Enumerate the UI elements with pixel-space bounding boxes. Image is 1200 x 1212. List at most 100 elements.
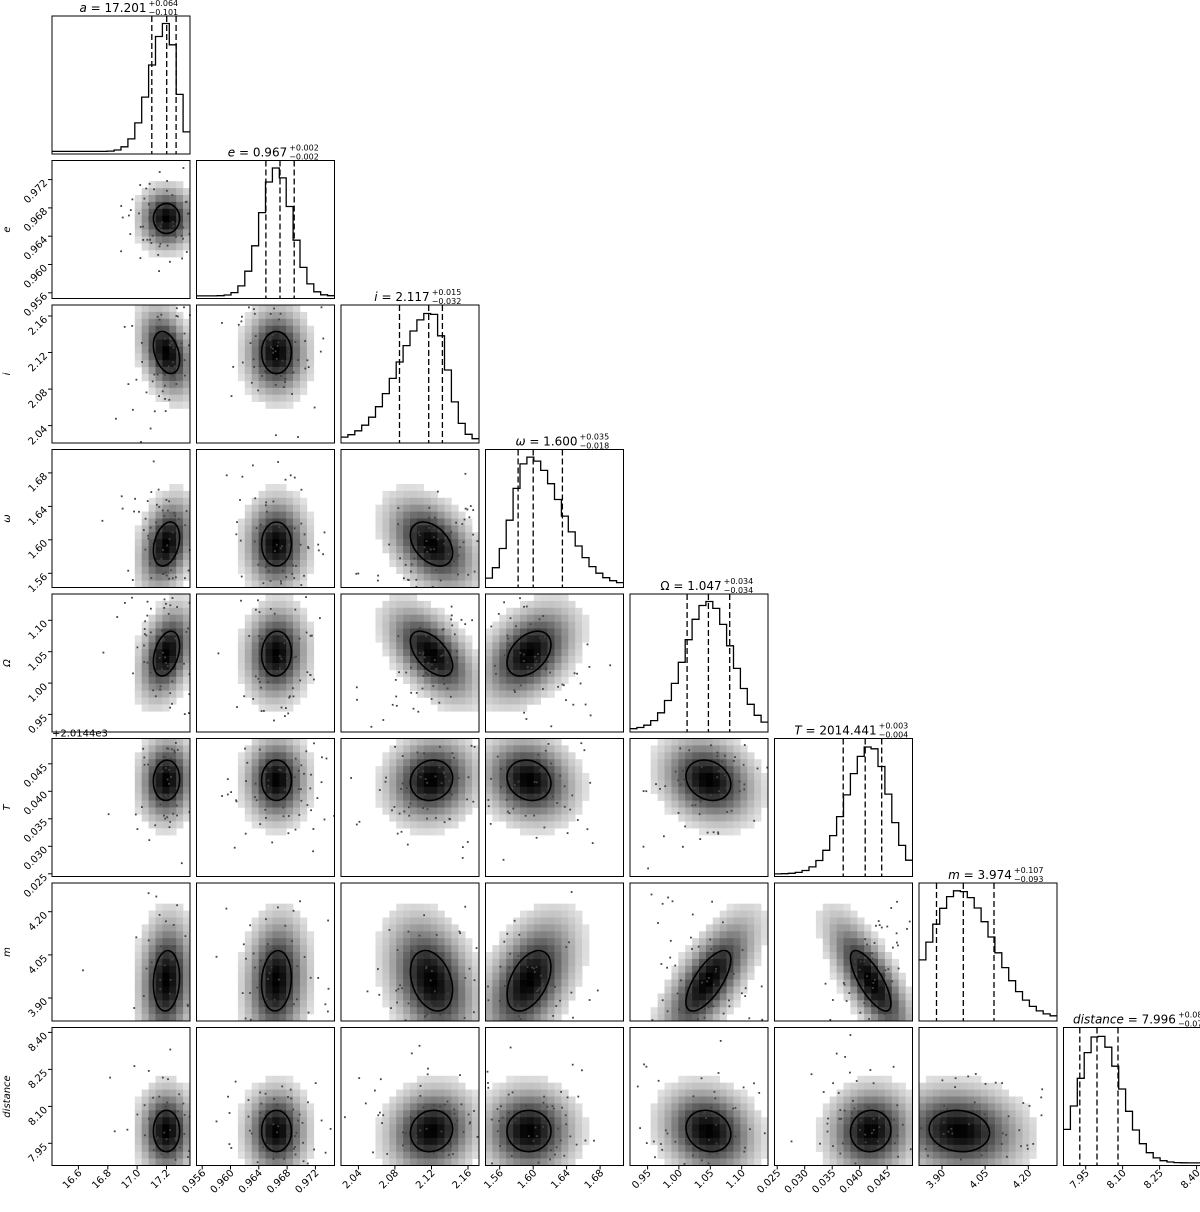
density-cell (148, 243, 156, 251)
density-cell (485, 1131, 493, 1139)
density-cell (155, 1117, 163, 1125)
density-cell (451, 559, 459, 568)
density-cell (458, 553, 466, 561)
density-cell (747, 952, 755, 960)
density-cell (155, 504, 163, 512)
density-cell (416, 793, 425, 801)
density-cell (258, 931, 266, 939)
scatter-point (151, 234, 154, 237)
scatter-point (145, 187, 148, 190)
scatter-point (176, 552, 179, 555)
density-cell (561, 779, 569, 788)
density-cell (712, 924, 720, 932)
density-cell (506, 793, 514, 801)
density-cell (265, 745, 273, 753)
density-cell (183, 215, 191, 223)
density-cell (499, 945, 507, 953)
density-cell (183, 511, 191, 519)
scatter-point (228, 1112, 231, 1114)
scatter-point (247, 1115, 250, 1118)
density-cell (141, 656, 149, 664)
density-cell (547, 621, 555, 629)
density-cell (300, 938, 308, 946)
density-cell (416, 490, 425, 499)
density-cell (554, 1007, 562, 1015)
density-cell (375, 1137, 383, 1146)
panel-a-vs-i (51, 304, 191, 444)
density-cell (176, 793, 184, 801)
density-cell (141, 1117, 149, 1125)
density-cell (279, 704, 287, 712)
scatter-point (184, 374, 186, 377)
scatter-point (187, 627, 189, 630)
density-cell (141, 353, 149, 361)
scatter-point (453, 756, 455, 759)
density-cell (141, 374, 149, 382)
density-cell (664, 800, 672, 808)
density-cell (237, 952, 246, 960)
density-cell (685, 958, 693, 967)
density-cell (300, 374, 308, 382)
density-cell (155, 993, 163, 1001)
density-cell (561, 972, 569, 980)
density-cell (499, 649, 507, 657)
density-cell (506, 745, 514, 753)
density-cell (286, 311, 294, 320)
density-cell (513, 986, 521, 994)
density-cell (416, 628, 425, 636)
density-cell (451, 1137, 459, 1146)
scatter-point (276, 670, 279, 673)
density-cell (650, 773, 658, 781)
density-cell (520, 807, 528, 815)
density-cell (416, 504, 425, 512)
density-cell (829, 938, 837, 946)
density-cell (712, 1000, 720, 1008)
scatter-point (522, 653, 525, 656)
density-cell (293, 1089, 301, 1097)
density-cell (423, 931, 431, 939)
density-cell (575, 807, 583, 815)
scatter-point (462, 541, 465, 544)
scatter-point (135, 378, 138, 381)
density-cell (258, 621, 266, 629)
scatter-point (163, 1131, 166, 1134)
density-cell (162, 546, 170, 554)
scatter-point (508, 966, 511, 969)
density-cell (272, 649, 280, 657)
density-cell (733, 786, 741, 794)
scatter-point (897, 944, 899, 947)
scatter-point (440, 782, 443, 784)
density-cell (430, 993, 438, 1001)
scatter-point (312, 828, 315, 830)
density-cell (423, 828, 431, 836)
scatter-point (452, 1153, 454, 1155)
density-cell (499, 1014, 507, 1022)
density-cell (155, 215, 163, 223)
density-cell (176, 1089, 184, 1097)
density-cell (444, 1007, 452, 1015)
density-cell (265, 903, 273, 911)
density-cell (561, 621, 569, 629)
density-cell (410, 518, 418, 526)
density-cell (169, 958, 177, 967)
density-cell (265, 779, 273, 788)
scatter-point (562, 684, 565, 687)
density-cell (898, 979, 906, 987)
density-cell (382, 786, 390, 794)
scatter-point (154, 1138, 157, 1140)
density-cell (183, 504, 191, 512)
scatter-point (307, 547, 310, 550)
scatter-point (536, 1002, 538, 1005)
scatter-point (275, 543, 278, 546)
density-cell (134, 766, 142, 774)
scatter-point (262, 1146, 265, 1149)
density-cell (430, 1110, 438, 1118)
density-cell (678, 800, 686, 808)
scatter-point (252, 464, 254, 467)
density-cell (134, 208, 142, 216)
density-cell (134, 539, 142, 547)
density-cell (554, 738, 562, 746)
scatter-point (454, 1123, 457, 1126)
scatter-point (438, 766, 441, 769)
density-cell (416, 663, 425, 671)
